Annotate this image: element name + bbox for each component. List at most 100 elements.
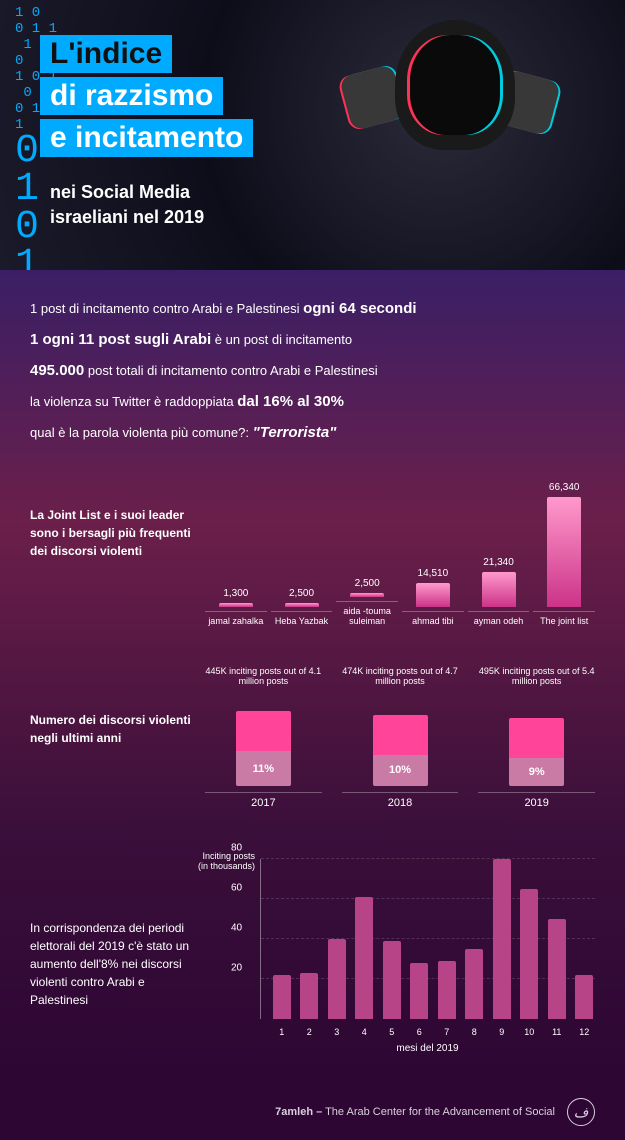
y-tick: 60 [231, 883, 242, 894]
monthly-bar-col: 7 [436, 961, 458, 1019]
month-label: 7 [444, 1027, 449, 1037]
leaders-bar-col: 14,510 ahmad tibi [402, 568, 464, 626]
month-label: 3 [334, 1027, 339, 1037]
monthly-bar [383, 941, 401, 1019]
yearly-bar-col: 495K inciting posts out of 5.4 million p… [478, 666, 595, 809]
yearly-bar-pct: 9% [509, 758, 564, 786]
binary-large: 0 1 0 1 1 [15, 129, 37, 270]
bar-category: aida -touma suleiman [336, 601, 398, 626]
monthly-chart-area: Inciting posts (in thousands) 2040608012… [205, 859, 595, 1054]
bar-value: 1,300 [223, 588, 248, 599]
monthly-bar [328, 939, 346, 1019]
yearly-bar-pct: 10% [373, 755, 428, 787]
month-label: 9 [499, 1027, 504, 1037]
monthly-bar-col: 4 [354, 897, 376, 1019]
stats-section: 1 post di incitamento contro Arabi e Pal… [0, 270, 625, 829]
stat-5: qual è la parola violenta più comune?: "… [30, 424, 595, 441]
yearly-caption: 495K inciting posts out of 5.4 million p… [478, 666, 595, 690]
leaders-bar-col: 1,300jamal zahalka [205, 588, 267, 626]
bar [285, 603, 319, 607]
monthly-bar [438, 961, 456, 1019]
hooded-figure-graphic [345, 20, 565, 260]
title-line-1: L'indice [40, 35, 172, 73]
month-label: 11 [552, 1027, 561, 1037]
month-label: 5 [389, 1027, 394, 1037]
leaders-bar-col: 66,340 The joint list [533, 482, 595, 626]
month-label: 1 [279, 1027, 284, 1037]
bar-value: 2,500 [355, 578, 380, 589]
monthly-bar [520, 889, 538, 1019]
x-axis-title: mesi del 2019 [260, 1043, 595, 1054]
y-tick: 20 [231, 963, 242, 974]
stat-4: la violenza su Twitter è raddoppiata dal… [30, 393, 595, 410]
subtitle-line-2: israeliani nel 2019 [50, 207, 204, 227]
yearly-bar-top [509, 718, 564, 758]
leaders-chart-bars: 1,300jamal zahalka2,500Heba Yazbak2,500a… [205, 476, 595, 626]
y-tick: 40 [231, 923, 242, 934]
leaders-chart: La Joint List e i suoi leader sono i ber… [30, 476, 595, 626]
bar-category: The joint list [533, 611, 595, 626]
monthly-bar-col: 3 [326, 939, 348, 1019]
yearly-bar-top [373, 715, 428, 755]
bar-value: 21,340 [483, 557, 514, 568]
yearly-chart-label: Numero dei discorsi violenti negli ultim… [30, 666, 205, 809]
monthly-chart-plot: 20406080123456789101112 [260, 859, 595, 1019]
infographic-page: 1 0 0 1 1 1 0 0 1 1 0 1 0 1 0 1 1 0 0 1 … [0, 0, 625, 1140]
footer: 7amleh – The Arab Center for the Advance… [0, 1084, 625, 1140]
title-line-3: e incitamento [40, 119, 253, 157]
gridline [261, 858, 595, 859]
monthly-bar [465, 949, 483, 1019]
gridline [261, 898, 595, 899]
stat-1: 1 post di incitamento contro Arabi e Pal… [30, 300, 595, 317]
monthly-bar [575, 975, 593, 1019]
yearly-bar-pct: 11% [236, 751, 291, 786]
monthly-bar-col: 12 [574, 975, 596, 1019]
bar [416, 583, 450, 607]
yearly-bar-col: 445K inciting posts out of 4.1 million p… [205, 666, 322, 809]
monthly-bar-col: 6 [409, 963, 431, 1019]
stat-3: 495.000 post totali di incitamento contr… [30, 362, 595, 379]
key-stats: 1 post di incitamento contro Arabi e Pal… [30, 300, 595, 441]
month-label: 6 [417, 1027, 422, 1037]
month-label: 8 [472, 1027, 477, 1037]
monthly-bar-col: 11 [546, 919, 568, 1019]
monthly-bar [548, 919, 566, 1019]
yearly-stack: 9% [509, 696, 564, 786]
monthly-bar-col: 8 [464, 949, 486, 1019]
monthly-bar [355, 897, 373, 1019]
monthly-bar [273, 975, 291, 1019]
monthly-bar-col: 9 [491, 859, 513, 1019]
monthly-bar-col: 5 [381, 941, 403, 1019]
yearly-year-label: 2018 [342, 792, 459, 809]
bar-value: 14,510 [418, 568, 449, 579]
yearly-chart: Numero dei discorsi violenti negli ultim… [30, 666, 595, 809]
monthly-bar [493, 859, 511, 1019]
bar [350, 593, 384, 597]
y-tick: 80 [231, 843, 242, 854]
yearly-caption: 474K inciting posts out of 4.7 million p… [342, 666, 459, 690]
header-section: 1 0 0 1 1 1 0 0 1 1 0 1 0 1 0 1 1 0 0 1 … [0, 0, 625, 270]
month-label: 2 [307, 1027, 312, 1037]
yearly-bar-top [236, 711, 291, 751]
footer-logo-icon: ف [567, 1098, 595, 1126]
yearly-caption: 445K inciting posts out of 4.1 million p… [205, 666, 322, 690]
bar [482, 572, 516, 607]
gridline [261, 938, 595, 939]
yearly-year-label: 2019 [478, 792, 595, 809]
subtitle: nei Social Media israeliani nel 2019 [50, 180, 204, 230]
bar-category: ahmad tibi [402, 611, 464, 626]
yearly-year-label: 2017 [205, 792, 322, 809]
yearly-chart-bars: 445K inciting posts out of 4.1 million p… [205, 666, 595, 809]
leaders-chart-label: La Joint List e i suoi leader sono i ber… [30, 476, 205, 626]
monthly-chart-label: In corrispondenza dei periodi elettorali… [30, 859, 205, 1054]
month-label: 12 [579, 1027, 589, 1037]
footer-text: 7amleh – The Arab Center for the Advance… [275, 1106, 555, 1118]
monthly-bar-col: 10 [519, 889, 541, 1019]
bar-value: 66,340 [549, 482, 580, 493]
monthly-bar-col: 1 [271, 975, 293, 1019]
main-title: L'indice di razzismo e incitamento [40, 35, 253, 157]
monthly-bar [300, 973, 318, 1019]
monthly-bar [410, 963, 428, 1019]
bar [219, 603, 253, 607]
subtitle-line-1: nei Social Media [50, 182, 190, 202]
